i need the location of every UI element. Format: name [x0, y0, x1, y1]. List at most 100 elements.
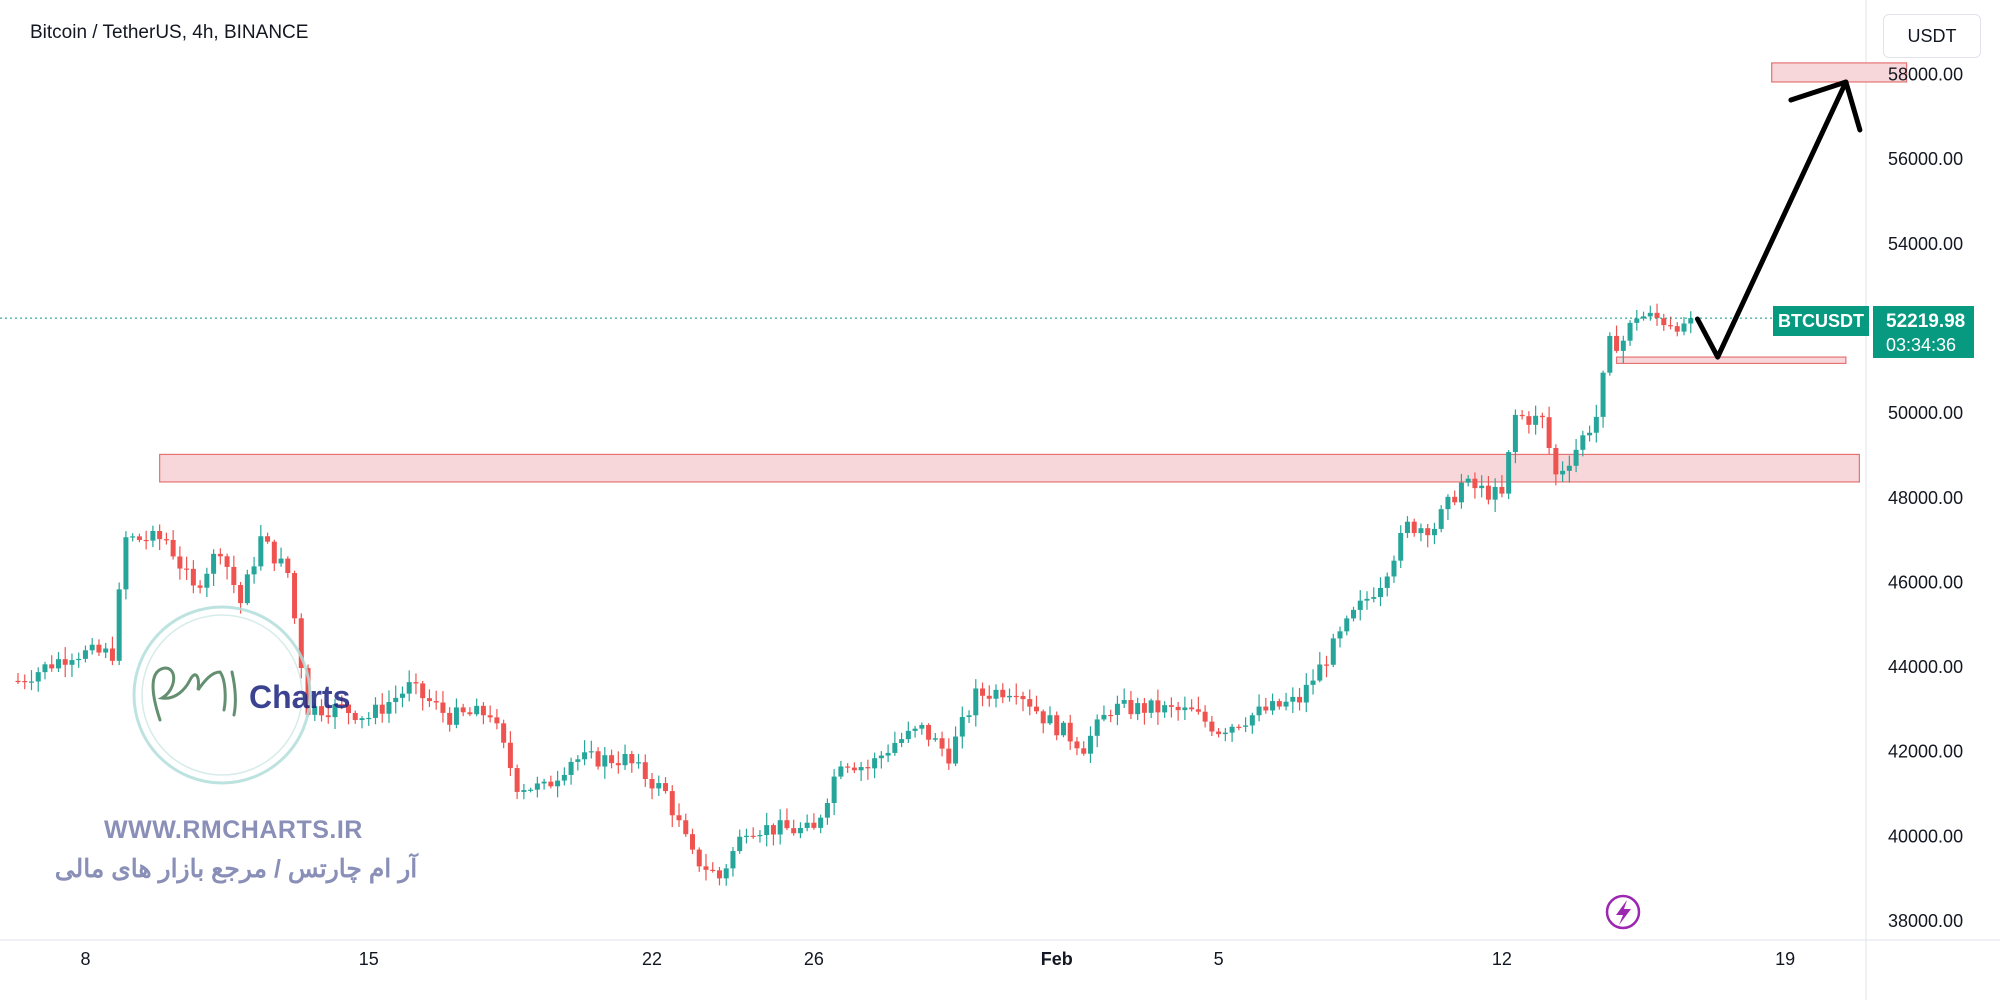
- candle-body: [1431, 528, 1437, 536]
- candle-body: [372, 704, 378, 718]
- support-zone[interactable]: [1615, 356, 1847, 365]
- candle-body: [1243, 725, 1249, 727]
- candle-body: [932, 738, 938, 740]
- candle-body: [1087, 735, 1093, 754]
- candle-body: [777, 820, 783, 835]
- candle-body: [346, 704, 352, 713]
- candle-body: [1391, 560, 1397, 577]
- candle-body: [474, 705, 480, 715]
- candle-body: [683, 820, 689, 835]
- candle-body: [440, 702, 446, 713]
- candle-body: [1000, 689, 1006, 698]
- candle-body: [1033, 706, 1039, 712]
- candle-body: [460, 707, 466, 713]
- candle-body: [723, 868, 729, 879]
- candle-body: [1512, 414, 1518, 453]
- candle-body: [1634, 318, 1640, 323]
- candle-body: [1485, 485, 1491, 500]
- candle-body: [1546, 417, 1552, 448]
- candle-body: [1067, 722, 1073, 742]
- candle-body: [838, 766, 844, 777]
- candle-body: [649, 779, 655, 789]
- candle-body: [615, 763, 621, 766]
- candle-body: [1148, 700, 1154, 713]
- candle-body: [710, 869, 716, 872]
- candle-body: [690, 834, 695, 850]
- bar-countdown: 03:34:36: [1886, 335, 1956, 355]
- candle-body: [595, 751, 601, 767]
- candle-body: [1297, 696, 1303, 703]
- resistance-zone[interactable]: [159, 453, 1860, 483]
- candle-body: [1539, 415, 1545, 418]
- candle-body: [905, 730, 911, 740]
- candle-body: [1465, 478, 1471, 483]
- candle-body: [251, 566, 257, 575]
- candle-body: [312, 706, 318, 715]
- candle-body: [1371, 597, 1377, 599]
- x-tick-label: Feb: [1041, 949, 1073, 969]
- candle-body: [447, 712, 453, 725]
- candle-body: [1162, 705, 1168, 713]
- candle-body: [265, 536, 271, 542]
- candle-body: [892, 742, 898, 753]
- candle-body: [953, 736, 959, 764]
- candle-body: [359, 718, 365, 721]
- candle-body: [716, 870, 722, 879]
- candle-body: [568, 761, 574, 775]
- candle-body: [609, 755, 615, 764]
- candle-body: [406, 682, 412, 694]
- candle-body: [1168, 705, 1174, 707]
- candle-body: [1121, 700, 1127, 704]
- symbol-title[interactable]: Bitcoin / TetherUS, 4h, BINANCE: [30, 22, 309, 43]
- candle-body: [1560, 470, 1566, 475]
- currency-selector[interactable]: USDT: [1883, 14, 1981, 58]
- candle-body: [1519, 414, 1525, 417]
- candle-body: [1027, 699, 1033, 707]
- candle-body: [1492, 486, 1498, 500]
- candle-body: [420, 683, 426, 699]
- projection-arrow-head[interactable]: [1788, 79, 1863, 133]
- candle-body: [1135, 703, 1141, 715]
- ticker-tag: [1773, 306, 1869, 336]
- candle-body: [764, 825, 770, 836]
- candle-body: [1668, 325, 1674, 327]
- candle-body: [797, 827, 803, 834]
- candle-body: [204, 573, 210, 588]
- candle-body: [69, 660, 75, 665]
- candle-body: [1047, 715, 1053, 724]
- candle-body: [1364, 598, 1370, 601]
- lightning-icon[interactable]: [1605, 894, 1641, 930]
- y-tick-label: 50000.00: [1888, 403, 1963, 423]
- candle-body: [1141, 703, 1147, 713]
- candle-body: [770, 825, 776, 835]
- candle-body: [642, 762, 648, 780]
- candle-body: [352, 712, 358, 721]
- candle-body: [1506, 452, 1512, 494]
- candle-body: [899, 739, 905, 743]
- price-tag: [1873, 306, 1974, 358]
- candle-body: [636, 762, 642, 764]
- candle-body: [386, 702, 392, 714]
- candle-body: [676, 815, 682, 821]
- candle-body: [501, 723, 507, 743]
- candle-body: [811, 822, 817, 828]
- candle-body: [1222, 732, 1228, 735]
- candle-body: [946, 748, 952, 764]
- candle-body: [413, 682, 419, 684]
- candle-body: [170, 539, 176, 557]
- y-tick-label: 58000.00: [1888, 65, 1963, 85]
- candle-body: [197, 585, 203, 588]
- candle-body: [271, 541, 277, 564]
- candle-body: [103, 648, 109, 653]
- target-zone[interactable]: [1771, 62, 1908, 83]
- projection-arrow-line[interactable]: [1695, 79, 1849, 360]
- x-tick-label: 26: [804, 949, 824, 969]
- candle-body: [818, 817, 824, 828]
- candle-body: [986, 695, 992, 699]
- watermark-logo-circle: [132, 605, 312, 785]
- candle-body: [1054, 715, 1060, 736]
- candle-body: [669, 791, 675, 816]
- candle-body: [366, 717, 372, 720]
